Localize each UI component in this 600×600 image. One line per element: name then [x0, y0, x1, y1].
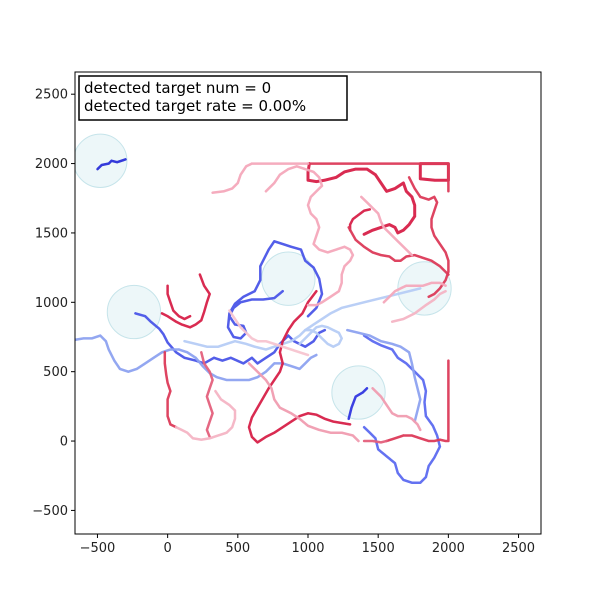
trajectory-22 — [247, 362, 360, 443]
y-tick-label: 2000 — [35, 157, 68, 172]
x-tick-label: −500 — [80, 541, 116, 556]
trajectory-6 — [346, 328, 422, 423]
y-axis-ticks: −500 0 500 1000 1500 2000 2500 — [32, 88, 75, 519]
trajectory-17 — [347, 226, 450, 276]
trajectory-28 — [211, 162, 310, 194]
trajectory-12 — [247, 289, 352, 444]
x-tick-label: 1500 — [362, 541, 395, 556]
trajectory-20 — [200, 351, 214, 439]
x-axis-ticks: −500 0 500 1000 1500 2000 2500 — [80, 534, 535, 556]
trajectory-7 — [183, 287, 422, 351]
trajectory-21 — [362, 439, 388, 444]
trajectory-25 — [390, 289, 447, 323]
x-tick-label: 0 — [163, 541, 171, 556]
trajectory-1 — [134, 312, 327, 365]
trajectory-3 — [347, 387, 369, 421]
trajectory-4 — [362, 334, 442, 484]
trajectory-2 — [226, 240, 324, 340]
y-tick-label: 1000 — [35, 296, 68, 311]
detection-regions — [75, 133, 452, 420]
trajectory-15 — [306, 162, 450, 193]
y-tick-label: 500 — [43, 365, 68, 380]
trajectory-9 — [160, 273, 211, 329]
y-tick-label: 2500 — [35, 88, 68, 103]
detected-target-rate-label: detected target rate = 0.00% — [84, 97, 306, 115]
info-box: detected target num = 0 detected target … — [78, 75, 348, 121]
trajectory-27 — [264, 165, 355, 307]
trajectory-16 — [407, 176, 450, 299]
trajectory-26 — [382, 281, 447, 304]
y-tick-label: 1500 — [35, 226, 68, 241]
trajectory-13 — [306, 162, 417, 236]
trajectory-series — [75, 158, 450, 484]
trajectory-30 — [228, 309, 310, 357]
x-tick-label: 2500 — [502, 541, 535, 556]
trajectory-8 — [298, 324, 343, 348]
trajectory-5 — [75, 334, 318, 382]
detection-region-3 — [331, 365, 386, 420]
trajectory-29 — [360, 195, 414, 257]
trajectory-19 — [385, 359, 450, 443]
x-tick-label: 1000 — [291, 541, 324, 556]
x-tick-label: 500 — [225, 541, 250, 556]
trajectory-0 — [96, 158, 127, 171]
trajectory-18 — [163, 351, 178, 429]
trajectory-10 — [166, 284, 192, 321]
y-tick-label: −500 — [32, 504, 68, 519]
trajectory-23 — [371, 387, 422, 432]
info-box-frame — [78, 75, 348, 121]
detection-region-0 — [75, 133, 128, 188]
y-tick-label: 0 — [60, 435, 68, 450]
detection-region-2 — [261, 251, 316, 306]
trajectory-24 — [174, 389, 237, 441]
detection-region-1 — [106, 284, 162, 340]
detected-target-num-label: detected target num = 0 — [84, 79, 271, 97]
trajectory-11 — [348, 208, 372, 232]
x-tick-label: 2000 — [432, 541, 465, 556]
